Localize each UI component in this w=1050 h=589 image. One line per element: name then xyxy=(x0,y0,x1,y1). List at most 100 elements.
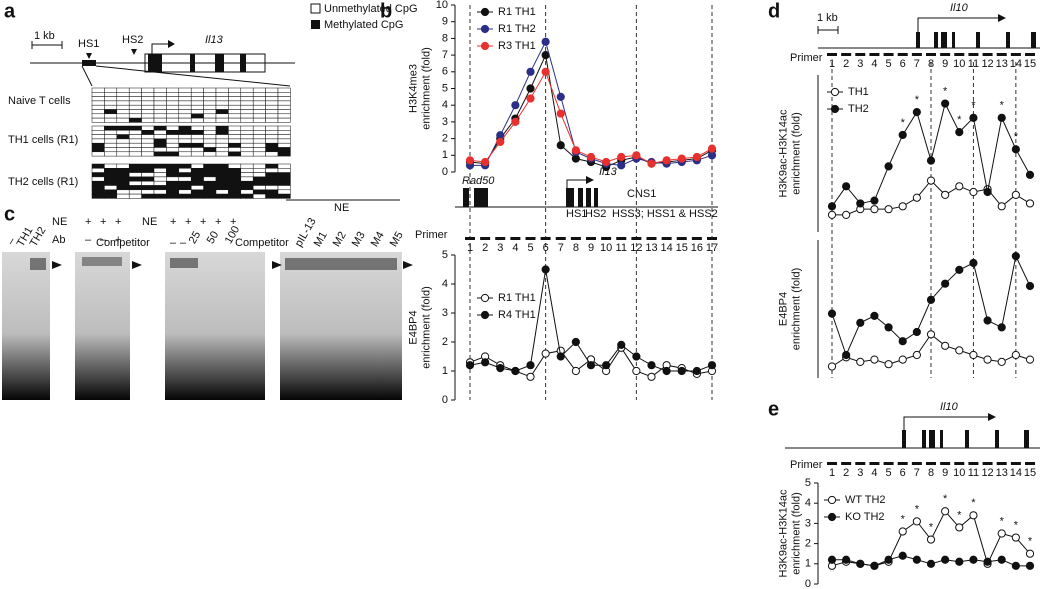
x-tick-label: 8 xyxy=(928,58,934,70)
y-tick-label: 8 xyxy=(442,32,448,44)
cpg-box xyxy=(141,130,155,135)
cpg-box xyxy=(203,117,217,123)
primer-mark xyxy=(869,53,880,56)
cpg-box xyxy=(178,96,192,102)
cpg-box xyxy=(203,113,217,119)
y-tick-label: 3 xyxy=(805,517,811,529)
cpg-box xyxy=(252,109,266,115)
cpg-box xyxy=(228,176,242,182)
primer-mark xyxy=(691,237,702,240)
data-point xyxy=(632,151,641,160)
cpg-box xyxy=(166,151,180,157)
cpg-box xyxy=(228,168,242,173)
cpg-box xyxy=(91,151,105,157)
cpg-box xyxy=(190,151,204,157)
data-point xyxy=(884,360,893,369)
legend-label: WT TH2 xyxy=(845,494,886,506)
cpg-box xyxy=(277,100,291,106)
cpg-box xyxy=(240,176,254,182)
x-tick-label: 4 xyxy=(512,242,518,254)
element-label: CNS1 xyxy=(627,188,656,200)
x-tick-label: 8 xyxy=(573,242,579,254)
primer-mark xyxy=(940,53,951,56)
data-point xyxy=(617,161,626,170)
cpg-box xyxy=(153,142,167,148)
legend-marker xyxy=(480,24,490,34)
cpg-box xyxy=(116,185,130,191)
cpg-box xyxy=(265,134,279,140)
data-point xyxy=(941,99,950,108)
cpg-box xyxy=(228,109,242,115)
significance: * xyxy=(915,94,920,106)
y-axis-label: E4BP4enrichment (fold) xyxy=(777,268,802,351)
cpg-box xyxy=(215,87,229,93)
x-tick-label: 13 xyxy=(996,58,1008,70)
cpg-box xyxy=(203,125,217,131)
data-point xyxy=(1025,199,1035,208)
cpg-box xyxy=(190,100,204,106)
cpg-box xyxy=(153,117,167,123)
cpg-box xyxy=(116,130,130,135)
data-point xyxy=(983,557,992,566)
primer-mark xyxy=(525,237,536,240)
cpg-box xyxy=(190,193,204,199)
cpg-box xyxy=(178,138,192,144)
cpg-box xyxy=(215,92,229,97)
y-tick-label: 4 xyxy=(442,99,448,111)
cpg-box xyxy=(178,142,192,148)
panel-label: b xyxy=(380,0,392,22)
data-point xyxy=(1011,533,1020,542)
data-point xyxy=(842,210,851,219)
site-label: HS2 xyxy=(122,34,143,46)
cpg-box xyxy=(228,100,242,106)
lane-label: M2 xyxy=(331,230,349,249)
data-point xyxy=(955,523,964,532)
cpg-box xyxy=(277,134,291,140)
sign: + xyxy=(115,234,121,246)
data-point xyxy=(632,352,641,361)
cpg-box xyxy=(190,163,204,169)
sign: + xyxy=(100,216,106,228)
cpg-box xyxy=(128,100,142,106)
primer-mark xyxy=(954,462,965,465)
data-point xyxy=(884,205,893,214)
series-line xyxy=(469,53,713,168)
x-tick-label: 10 xyxy=(600,242,612,254)
data-point xyxy=(617,152,626,162)
y-tick-label: 0 xyxy=(442,394,448,406)
cpg-box xyxy=(166,147,180,153)
legend-marker xyxy=(830,87,840,97)
cpg-box xyxy=(215,168,229,173)
cpg-box xyxy=(228,193,242,199)
cpg-box xyxy=(240,180,254,186)
cpg-box xyxy=(178,117,192,123)
cpg-box xyxy=(252,134,266,140)
cpg-box xyxy=(104,125,118,131)
cpg-box xyxy=(203,193,217,199)
primer-mark xyxy=(841,462,852,465)
y-axis-label: H3K9ac-H3K14acenrichment (fold) xyxy=(777,109,802,198)
data-point xyxy=(912,327,921,337)
cpg-box xyxy=(240,117,254,123)
data-point xyxy=(677,366,686,376)
cpg-box xyxy=(190,180,204,186)
cpg-box xyxy=(215,193,229,199)
cpg-box xyxy=(153,189,167,195)
cpg-box xyxy=(166,180,180,186)
cpg-box xyxy=(215,96,229,102)
primer-mark xyxy=(911,53,922,56)
data-point xyxy=(556,352,565,361)
cpg-box xyxy=(277,138,291,144)
x-tick-label: 6 xyxy=(900,467,906,479)
cpg-box xyxy=(265,147,279,153)
data-point xyxy=(1011,252,1020,261)
cpg-box xyxy=(91,172,105,178)
data-point xyxy=(926,176,936,185)
data-point xyxy=(465,361,475,370)
cpg-box xyxy=(91,113,105,119)
cpg-box xyxy=(166,138,180,144)
cpg-box xyxy=(141,134,155,140)
data-point xyxy=(884,555,893,564)
row-label: Naive T cells xyxy=(8,95,71,107)
cpg-box xyxy=(104,163,118,169)
